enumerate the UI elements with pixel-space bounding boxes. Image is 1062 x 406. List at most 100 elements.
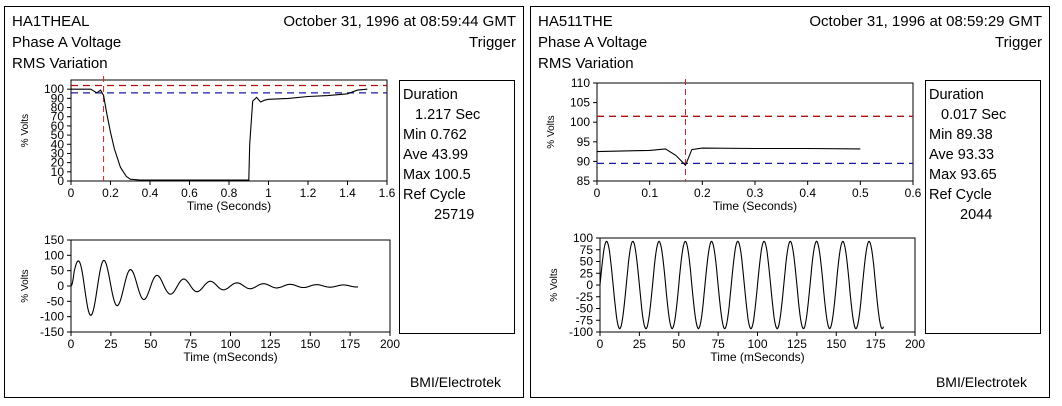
min-value: Min 0.762 — [403, 127, 467, 143]
waveform-chart-y-tick-label: 50 — [580, 255, 594, 269]
waveform-chart-y-tick-label: -100 — [40, 310, 64, 324]
ave-value: Ave 43.99 — [403, 147, 469, 163]
waveform-chart-y-tick-label: -100 — [569, 325, 593, 339]
rms-chart-y-tick-label: 40 — [51, 137, 65, 151]
duration-value: 1.217 Sec — [415, 107, 481, 123]
event-timestamp: October 31, 1996 at 08:59:44 GMT — [283, 13, 516, 30]
rms-chart-y-tick-label: 100 — [570, 115, 590, 129]
min-value: Min 89.38 — [929, 127, 993, 143]
rms-chart-x-tick-label: 0.6 — [905, 186, 922, 200]
waveform-chart-x-tick-label: 100 — [220, 337, 240, 351]
waveform-chart-x-tick-label: 175 — [340, 337, 360, 351]
waveform-chart-y-axis-label: % Volts — [20, 269, 31, 302]
rms-chart-y-tick-label: 95 — [577, 135, 591, 149]
rms-chart-y-tick-label: 60 — [51, 119, 65, 133]
waveform-chart-x-tick-label: 0 — [597, 337, 604, 351]
max-value: Max 100.5 — [403, 167, 471, 183]
waveform-chart-x-tick-label: 200 — [905, 337, 925, 351]
waveform-chart-y-tick-label: 100 — [573, 231, 593, 245]
rms-chart-y-tick-label: 100 — [44, 82, 64, 96]
duration-label: Duration — [929, 87, 984, 103]
rms-chart-plot-frame — [70, 79, 388, 182]
rms-chart-x-tick-label: 0 — [594, 186, 601, 200]
waveform-chart-x-tick-label: 175 — [866, 337, 886, 351]
rms-chart-y-tick-label: 85 — [577, 174, 591, 188]
waveform-chart-y-tick-label: -150 — [40, 325, 64, 339]
rms-chart-trace — [71, 88, 368, 181]
rms-chart-x-tick-label: 0.5 — [852, 186, 869, 200]
waveform-chart-trace — [70, 259, 359, 316]
waveform-chart-y-tick-label: -25 — [576, 290, 594, 304]
rms-chart-x-tick-label: 1.4 — [339, 186, 356, 200]
waveform-chart-x-tick-label: 150 — [826, 337, 846, 351]
stats-box: Duration 1.217 Sec Min 0.762 Ave 43.99 M… — [399, 80, 515, 334]
channel-label: Phase A Voltage — [538, 34, 648, 51]
rms-chart-y-tick-label: 0 — [57, 174, 64, 188]
rms-chart-x-tick-label: 1.6 — [379, 186, 396, 200]
stats-box: Duration 0.017 Sec Min 89.38 Ave 93.33 M… — [925, 80, 1041, 334]
trigger-label: Trigger — [995, 34, 1042, 51]
waveform-chart-y-tick-label: -50 — [47, 294, 65, 308]
rms-chart-y-tick-label: 30 — [51, 146, 65, 160]
event-type: RMS Variation — [538, 55, 634, 72]
site-name: HA1THEAL — [12, 13, 90, 30]
rms-chart-y-tick-label: 50 — [51, 128, 65, 142]
rms-chart-y-tick-label: 10 — [51, 165, 65, 179]
rms-chart-x-tick-label: 0.4 — [799, 186, 816, 200]
waveform-chart-x-tick-label: 125 — [260, 337, 280, 351]
max-value: Max 93.65 — [929, 167, 997, 183]
event-timestamp: October 31, 1996 at 08:59:29 GMT — [809, 13, 1042, 30]
rms-chart-plot-frame — [596, 82, 914, 182]
waveform-chart-y-tick-label: 150 — [44, 233, 64, 247]
rms-chart-x-axis-label: Time (Seconds) — [713, 199, 797, 213]
rms-chart-x-tick-label: 0.3 — [747, 186, 764, 200]
waveform-chart-y-tick-label: 100 — [44, 248, 64, 262]
rms-chart-x-tick-label: 0.1 — [641, 186, 658, 200]
waveform-chart-y-tick-label: 50 — [51, 264, 65, 278]
waveform-chart-x-axis-label: Time (mSeconds) — [183, 350, 277, 364]
rms-chart-y-tick-label: 90 — [51, 91, 65, 105]
waveform-chart-x-tick-label: 50 — [672, 337, 686, 351]
rms-chart-x-tick-label: 1.2 — [300, 186, 317, 200]
event-type: RMS Variation — [12, 55, 108, 72]
waveform-chart-y-axis-label: % Volts — [549, 268, 560, 301]
rms-chart-y-axis-label: % Volts — [546, 115, 557, 148]
rms-chart-y-tick-label: 70 — [51, 110, 65, 124]
waveform-chart-x-tick-label: 25 — [633, 337, 647, 351]
ref-cycle-label: Ref Cycle — [929, 187, 992, 203]
waveform-chart-x-tick-label: 25 — [104, 337, 118, 351]
event-panel-left: HA1THEAL Phase A Voltage RMS Variation O… — [4, 6, 524, 398]
rms-chart-y-tick-label: 90 — [577, 154, 591, 168]
chart-area-left: 0 0.2 0.4 0.6 0.8 1 1.2 1.4 1.601020304050607080… — [20, 76, 400, 364]
waveform-chart-x-tick-label: 50 — [144, 337, 158, 351]
rms-chart-trace — [596, 147, 861, 167]
event-panel-right: HA511THE Phase A Voltage RMS Variation O… — [530, 6, 1050, 398]
waveform-chart-x-tick-label: 200 — [380, 337, 400, 351]
waveform-chart-x-tick-label: 150 — [300, 337, 320, 351]
ref-cycle-value: 2044 — [960, 207, 993, 223]
ave-value: Ave 93.33 — [929, 147, 995, 163]
waveform-chart-y-tick-label: 75 — [580, 243, 594, 257]
vendor-label: BMI/Electrotek — [935, 374, 1027, 390]
ref-cycle-value: 25719 — [434, 207, 475, 223]
waveform-chart-x-tick-label: 125 — [787, 337, 807, 351]
waveform-chart-x-tick-label: 100 — [747, 337, 767, 351]
rms-chart-x-tick-label: 0.4 — [142, 186, 159, 200]
waveform-chart-y-tick-label: 25 — [580, 266, 594, 280]
waveform-chart-x-axis-label: Time (mSeconds) — [710, 350, 804, 364]
waveform-chart-trace — [599, 240, 885, 330]
rms-chart-x-tick-label: 0.2 — [102, 186, 119, 200]
trigger-label: Trigger — [469, 34, 516, 51]
waveform-chart-x-tick-label: 75 — [184, 337, 198, 351]
rms-chart-y-axis-label: % Volts — [20, 114, 31, 147]
waveform-chart-x-tick-label: 0 — [68, 337, 75, 351]
site-name: HA511THE — [538, 13, 613, 30]
rms-chart-x-axis-label: Time (Seconds) — [187, 199, 271, 213]
rms-chart-y-tick-label: 20 — [51, 156, 65, 170]
rms-chart-y-tick-label: 80 — [51, 101, 65, 115]
rms-chart-x-tick-label: 0.6 — [181, 186, 198, 200]
waveform-chart-y-tick-label: 0 — [57, 279, 64, 293]
waveform-chart-x-tick-label: 75 — [711, 337, 725, 351]
rms-chart-y-tick-label: 105 — [570, 96, 590, 110]
rms-chart-x-tick-label: 1 — [265, 186, 272, 200]
